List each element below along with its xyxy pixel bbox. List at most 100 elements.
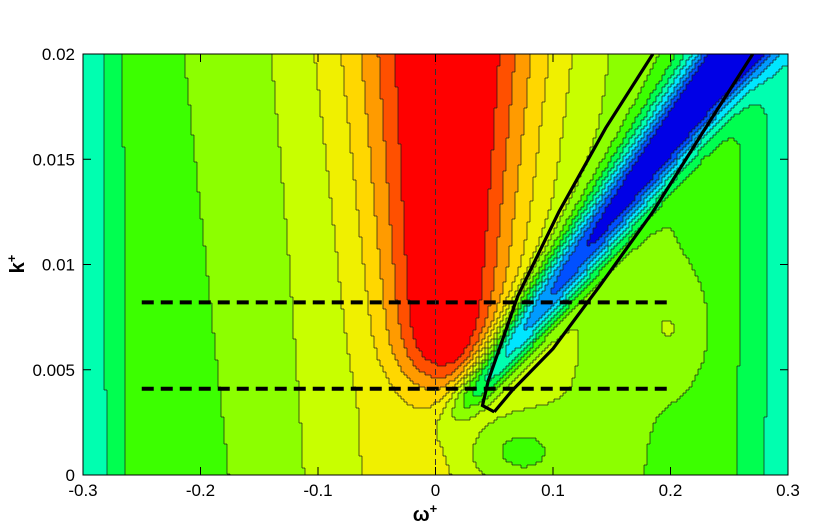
contour-cell [404,210,489,214]
contour-cell [104,210,126,214]
contour-cell [443,396,453,400]
contour-cell [677,75,684,79]
contour-cell [524,327,528,331]
contour-cell [485,354,489,358]
contour-cell [551,237,558,241]
contour-cell [527,96,546,100]
contour-cell [227,450,303,454]
contour-cell [581,198,588,202]
contour-cell [194,138,279,142]
contour-cell [680,87,687,91]
contour-cell [581,291,591,295]
contour-cell [590,180,597,184]
contour-cell [587,222,591,226]
contour-cell [596,183,603,187]
contour-cell [104,144,123,148]
contour-cell [83,354,105,358]
contour-cell [185,69,273,73]
contour-cell [377,222,390,226]
contour-cell [335,237,363,241]
contour-cell [611,222,621,226]
contour-cell [404,207,489,211]
contour-cell [650,69,666,73]
contour-cell [485,261,498,265]
contour-cell [83,453,108,457]
contour-cell [377,216,390,220]
contour-cell [527,90,546,94]
contour-cell [104,240,126,244]
contour-cell [344,72,363,76]
contour-cell [626,234,633,238]
contour-cell [104,324,126,328]
contour-cell [491,171,504,175]
contour-cell [125,201,201,205]
contour-cell [563,333,579,337]
contour-cell [512,288,519,292]
contour-cell [377,225,393,229]
contour-cell [125,417,225,421]
contour-cell [704,294,741,298]
contour-cell [455,369,465,373]
contour-cell [761,63,771,67]
contour-cell [722,141,738,145]
contour-cell [593,216,603,220]
contour-cell [125,432,225,436]
contour-cell [767,396,788,400]
contour-cell [728,102,738,106]
contour-cell [125,399,222,403]
contour-cell [359,423,438,427]
contour-cell [650,216,741,220]
contour-cell [680,69,687,73]
contour-cell [494,312,501,316]
contour-cell [224,438,303,442]
contour-cell [476,384,495,388]
contour-cell [275,102,321,106]
contour-cell [740,267,768,271]
contour-cell [548,309,555,313]
contour-cell [359,420,438,424]
contour-cell [491,333,495,337]
contour-cell [488,369,504,373]
contour-cell [326,159,354,163]
contour-cell [407,375,432,379]
contour-cell [500,219,513,223]
contour-cell [356,195,375,199]
contour-cell [491,291,504,295]
contour-cell [491,300,501,304]
contour-cell [83,123,105,127]
contour-cell [740,297,768,301]
contour-cell [527,225,546,229]
contour-cell [383,117,399,121]
contour-cell [758,84,788,88]
contour-cell [401,156,492,160]
contour-cell [500,312,507,316]
contour-cell [740,357,768,361]
contour-cell [275,90,321,94]
contour-cell [389,186,402,190]
contour-cell [371,162,387,166]
contour-cell [671,402,738,406]
contour-cell [677,186,741,190]
contour-cell [671,228,741,232]
contour-cell [401,144,495,148]
contour-cell [518,168,537,172]
contour-cell [557,246,561,250]
contour-cell [83,162,105,166]
contour-cell [491,402,549,406]
contour-cell [521,138,540,142]
contour-cell [497,105,510,109]
contour-cell [197,165,282,169]
contour-cell [629,210,636,214]
contour-cell [593,288,702,292]
contour-cell [104,201,126,205]
contour-cell [683,162,690,166]
contour-cell [701,57,705,61]
contour-cell [524,354,531,358]
contour-cell [680,246,741,250]
contour-cell [740,246,768,250]
contour-cell [599,177,606,181]
contour-cell [737,399,768,403]
contour-cell [602,195,609,199]
contour-cell [509,129,525,133]
